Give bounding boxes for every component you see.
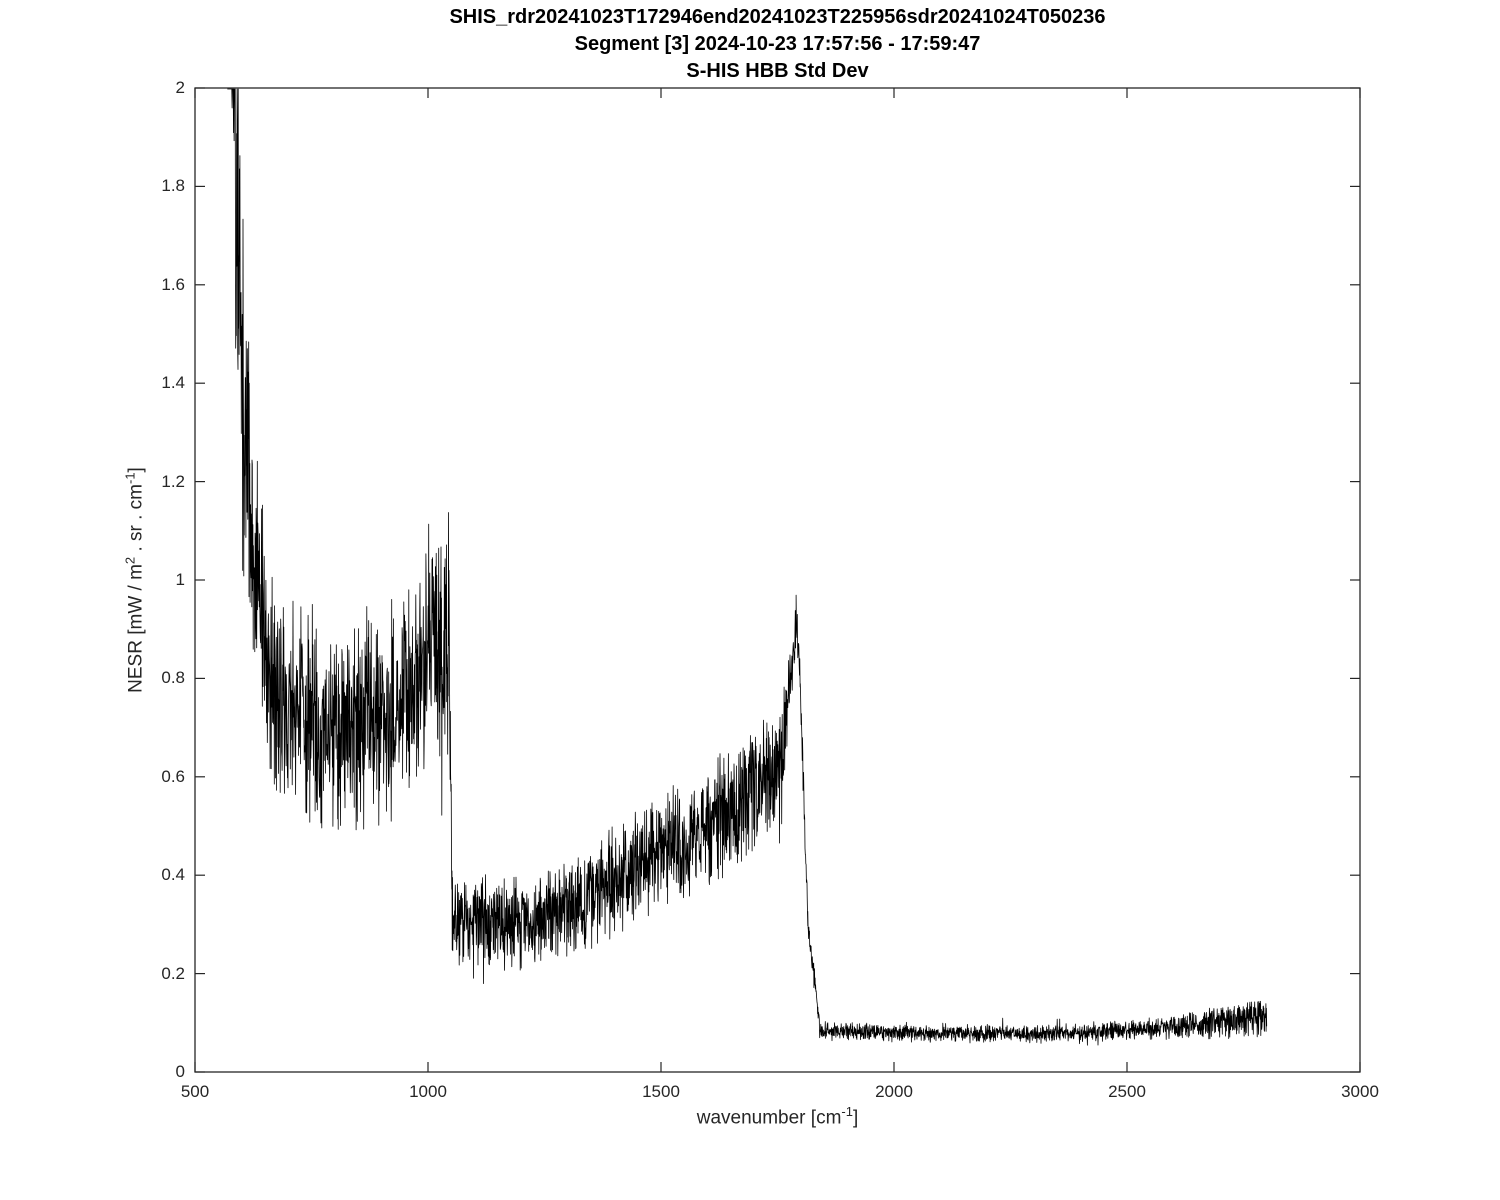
y-tick-label: 1.8 (161, 176, 185, 196)
x-tick-label: 3000 (1341, 1082, 1379, 1101)
y-axis-label-superscript-2: -1 (122, 472, 138, 484)
y-tick-label: 1.4 (161, 373, 185, 393)
x-axis-label-text: wavenumber [cm (696, 1107, 842, 1129)
y-axis-label-superscript-1: 2 (122, 556, 138, 565)
y-tick-label: 0.2 (161, 963, 185, 983)
chart-title-line1: SHIS_rdr20241023T172946end20241023T22595… (449, 6, 1106, 28)
x-tick-label: 2000 (875, 1082, 913, 1101)
y-axis-label: NESR [mW / m2 . sr . cm-1] (122, 467, 147, 693)
x-tick-label: 500 (180, 1082, 210, 1101)
axes-box (194, 87, 1361, 1073)
y-tick-label: 0 (175, 1062, 185, 1081)
chart-title-block: SHIS_rdr20241023T172946end20241023T22595… (195, 4, 1360, 85)
y-tick-label: 1.6 (161, 274, 185, 294)
y-tick-label: 0.4 (161, 865, 185, 885)
y-tick-label: 2 (175, 78, 185, 97)
y-tick-label: 0.6 (161, 766, 185, 786)
x-axis-label: wavenumber [cm-1] (195, 1104, 1360, 1129)
x-axis-label-close: ] (852, 1107, 859, 1129)
x-tick-label: 1500 (642, 1082, 680, 1101)
x-tick-label: 1000 (409, 1082, 447, 1101)
y-axis-label-text-3: ] (125, 467, 147, 473)
x-tick-label: 2500 (1108, 1082, 1146, 1101)
y-tick-label: 0.8 (161, 668, 185, 688)
y-tick-label: 1.2 (161, 471, 185, 491)
y-tick-label: 1 (175, 570, 185, 589)
y-axis-label-text-1: NESR [mW / m (125, 564, 147, 693)
axis-ticks (194, 87, 1361, 1073)
chart-title-line2: Segment [3] 2024-10-23 17:57:56 - 17:59:… (574, 33, 981, 55)
chart-title-line3: S-HIS HBB Std Dev (686, 60, 869, 82)
x-axis-label-superscript: -1 (841, 1104, 853, 1119)
y-axis-label-text-2: . sr . cm (125, 484, 147, 557)
spectrum-line (227, 88, 1268, 1046)
